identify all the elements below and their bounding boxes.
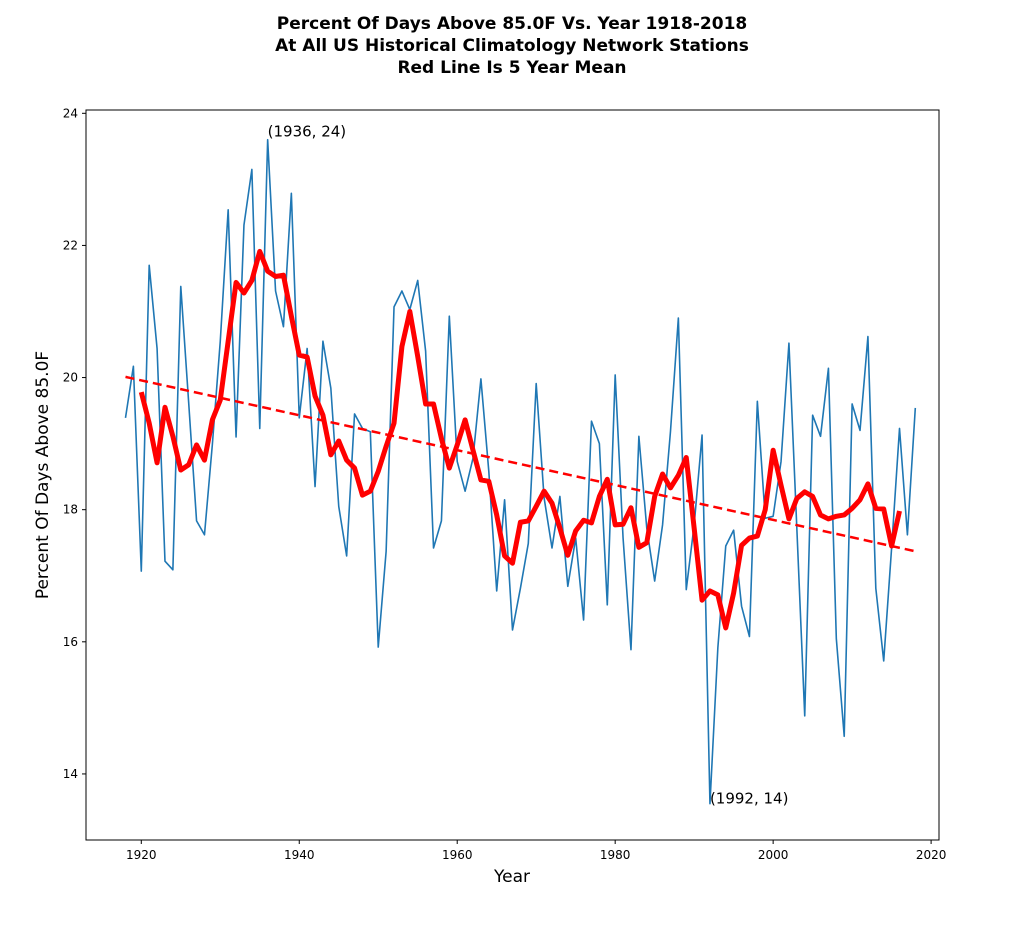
y-tick-label: 20 bbox=[63, 371, 78, 385]
x-axis-label: Year bbox=[493, 867, 530, 887]
title-line-2: At All US Historical Climatology Network… bbox=[275, 36, 749, 56]
trend-line bbox=[125, 375, 916, 553]
y-axis: 14 16 18 20 22 24 bbox=[63, 106, 86, 781]
x-tick-label: 1940 bbox=[284, 848, 315, 862]
axes-frame bbox=[85, 109, 940, 841]
annual-data-line bbox=[124, 138, 917, 805]
x-tick-label: 1960 bbox=[442, 848, 473, 862]
x-axis: 1920 1940 1960 1980 2000 2020 bbox=[126, 840, 946, 862]
y-tick-label: 14 bbox=[63, 767, 78, 781]
five-year-mean-line bbox=[138, 248, 902, 631]
y-tick-label: 22 bbox=[63, 238, 78, 252]
point-annotation: (1936, 24) bbox=[268, 123, 347, 141]
x-tick-label: 1980 bbox=[600, 848, 631, 862]
title-line-1: Percent Of Days Above 85.0F Vs. Year 191… bbox=[277, 14, 747, 34]
x-tick-label: 2000 bbox=[758, 848, 789, 862]
y-tick-label: 24 bbox=[63, 106, 78, 120]
x-tick-label: 2020 bbox=[916, 848, 947, 862]
x-tick-label: 1920 bbox=[126, 848, 157, 862]
y-axis-label: Percent Of Days Above 85.0F bbox=[33, 351, 53, 599]
title-line-3: Red Line Is 5 Year Mean bbox=[397, 58, 626, 78]
chart-title: Percent Of Days Above 85.0F Vs. Year 191… bbox=[275, 14, 749, 78]
y-tick-label: 16 bbox=[63, 635, 78, 649]
plot-area bbox=[124, 138, 917, 805]
y-tick-label: 18 bbox=[63, 503, 78, 517]
annotations: (1936, 24) (1992, 14) bbox=[268, 123, 789, 808]
point-annotation: (1992, 14) bbox=[710, 790, 789, 808]
